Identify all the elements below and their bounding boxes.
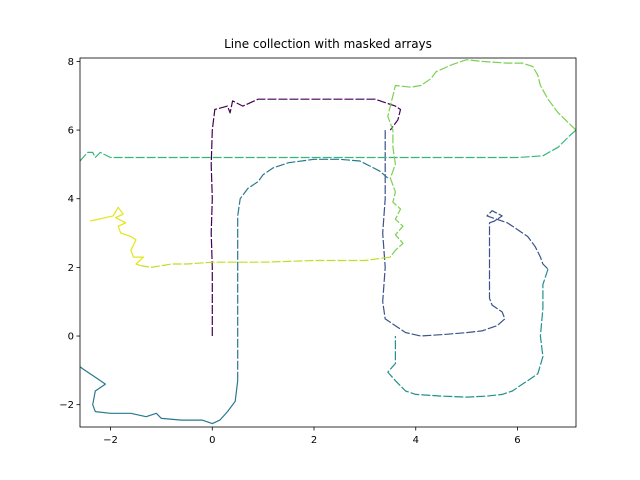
axes-frame [79,57,577,428]
series-line-3 [387,268,549,398]
series-line-5 [80,366,239,425]
x-tick-label: 0 [209,435,215,446]
y-tick-label: 8 [68,57,74,68]
axes: −2 0 2 4 6 −2 0 2 4 6 8 [59,57,520,446]
y-tick-label: 6 [68,126,74,137]
x-tick-label: 6 [514,435,520,446]
series-line-8 [140,256,391,268]
series-line-4 [237,158,389,381]
x-tick-label: 4 [413,435,419,446]
y-tick-label: 0 [68,332,74,343]
series-line-7 [387,59,576,258]
y-tick-label: −2 [59,400,74,411]
plot-area [80,59,576,425]
series-line-2 [382,130,549,337]
y-tick-label: 2 [68,263,74,274]
chart-title: Line collection with masked arrays [224,37,432,51]
series-line-1 [210,98,402,336]
x-tick-label: 2 [311,435,317,446]
y-tick-label: 4 [68,194,74,205]
series-line-6 [80,129,576,162]
x-tick-label: −2 [103,435,118,446]
series-line-9 [90,206,145,267]
